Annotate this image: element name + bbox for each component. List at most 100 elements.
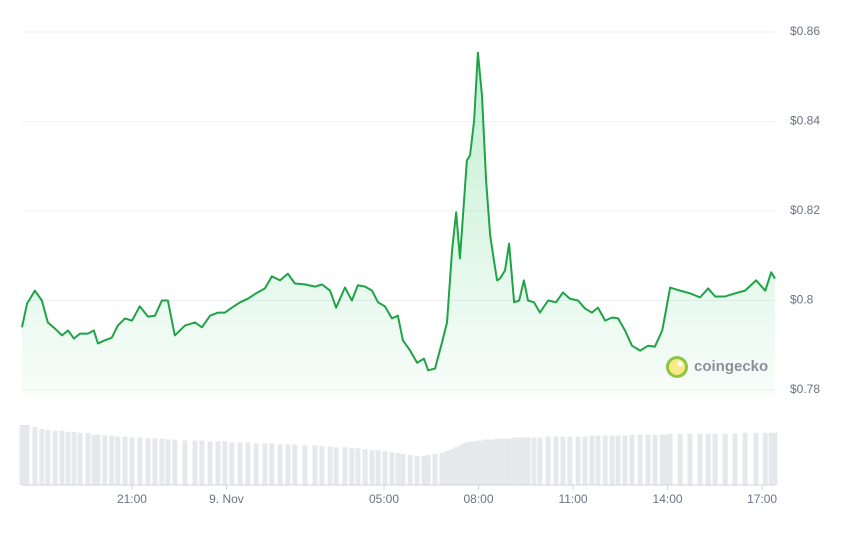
volume-bar xyxy=(553,436,559,485)
volume-bar xyxy=(471,441,477,485)
volume-bar xyxy=(622,435,628,485)
volume-bar xyxy=(645,434,651,485)
y-tick-label: $0.8 xyxy=(790,293,814,307)
volume-bar xyxy=(165,439,171,485)
volume-bar xyxy=(521,437,527,485)
area-layer xyxy=(21,51,776,395)
volume-bar xyxy=(277,444,283,485)
volume-bar xyxy=(732,433,738,485)
volume-bar xyxy=(237,442,243,485)
volume-bar xyxy=(102,435,108,485)
volume-bar xyxy=(137,437,143,485)
volume-bar xyxy=(589,435,595,485)
volume-bar xyxy=(152,438,158,485)
volume-bar xyxy=(52,430,58,485)
volume-bar xyxy=(425,455,431,485)
logo-eye xyxy=(677,361,683,367)
volume-bar xyxy=(85,432,91,485)
x-tick-label: 17:00 xyxy=(747,492,777,506)
volume-bar xyxy=(32,426,38,485)
x-tick-label: 21:00 xyxy=(117,492,147,506)
y-tick-label: $0.82 xyxy=(790,203,820,217)
volume-bar xyxy=(253,443,259,485)
volume-bar xyxy=(487,439,493,485)
volume-bar xyxy=(362,449,368,485)
y-tick-label: $0.84 xyxy=(790,114,820,128)
volume-bar xyxy=(24,425,30,485)
volume-bar xyxy=(349,448,355,485)
y-tick-label: $0.78 xyxy=(790,382,820,396)
volume-bar xyxy=(333,447,339,485)
volume-bar xyxy=(59,430,65,485)
volume-bar xyxy=(511,437,517,485)
volume-bar xyxy=(400,454,406,485)
volume-bar xyxy=(762,432,768,485)
volume-bar xyxy=(432,454,438,485)
volume-bar xyxy=(369,450,375,485)
volume-bar xyxy=(172,439,178,485)
volume-bar xyxy=(537,437,543,485)
volume-bar xyxy=(483,439,489,485)
volume-bar xyxy=(71,431,77,485)
volume-bar xyxy=(742,432,748,485)
volume-bar xyxy=(457,445,463,485)
volume-bar xyxy=(285,444,291,485)
volume-bar xyxy=(615,435,621,485)
volume-bar xyxy=(663,434,669,485)
volume-bar xyxy=(207,441,213,485)
volume-bar xyxy=(407,455,413,485)
volume-bar xyxy=(667,433,673,485)
volume-bar xyxy=(129,437,135,485)
volume-bar xyxy=(516,437,522,485)
y-tick-label: $0.86 xyxy=(790,24,820,38)
volume-bar xyxy=(91,434,97,485)
volume-bar xyxy=(464,442,470,485)
volume-bar xyxy=(609,435,615,485)
volume-bar xyxy=(199,440,205,485)
volume-bar xyxy=(531,437,537,485)
watermark: coingecko xyxy=(666,356,768,378)
volume-bar xyxy=(494,438,500,485)
volume-bar xyxy=(159,438,165,485)
volume-bar xyxy=(712,433,718,485)
x-tick-label: 9. Nov xyxy=(209,492,244,506)
price-area xyxy=(22,52,775,395)
volume-bar xyxy=(182,440,188,485)
volume-bar xyxy=(262,443,268,485)
volume-bar xyxy=(502,438,508,485)
volume-bar xyxy=(19,425,25,485)
volume-bar xyxy=(753,432,759,485)
volume-bar xyxy=(525,437,531,485)
volume-bar xyxy=(582,436,588,485)
volume-bar xyxy=(602,435,608,485)
volume xyxy=(19,425,778,485)
volume-bar xyxy=(659,434,665,485)
x-tick-label: 11:00 xyxy=(558,492,587,506)
volume-bar xyxy=(389,452,395,485)
x-tick-label: 05:00 xyxy=(369,492,399,506)
volume-bar xyxy=(629,434,635,485)
volume-bar xyxy=(652,434,658,485)
axes: $0.78 $0.8 $0.82 $0.84 $0.86 21:00 9. Nov 05:00… xyxy=(117,24,820,506)
volume-bar xyxy=(772,432,778,485)
volume-bar xyxy=(302,445,308,485)
volume-bar xyxy=(444,451,450,485)
volume-bar xyxy=(506,438,512,485)
volume-bar xyxy=(342,447,348,485)
volume-bar xyxy=(545,436,551,485)
volume-bar xyxy=(192,440,198,485)
x-tick-label: 14:00 xyxy=(653,492,683,506)
x-tick-label: 08:00 xyxy=(464,492,494,506)
volume-bar xyxy=(453,447,459,485)
volume-bar xyxy=(245,442,251,485)
volume-bar xyxy=(269,443,275,485)
volume-bar xyxy=(637,434,643,485)
volume-bar xyxy=(122,436,128,485)
volume-bar xyxy=(722,433,728,485)
volume-bar xyxy=(497,438,503,485)
volume-bar xyxy=(697,433,703,485)
volume-bar xyxy=(768,432,774,485)
volume-bar xyxy=(491,439,497,485)
volume-bar xyxy=(439,453,445,485)
